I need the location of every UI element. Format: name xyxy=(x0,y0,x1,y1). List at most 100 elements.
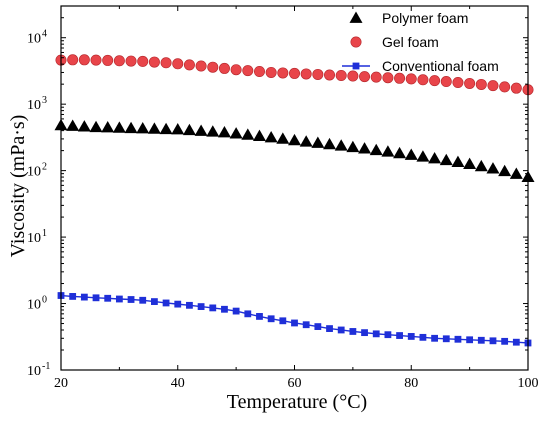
data-point xyxy=(394,72,406,84)
data-point xyxy=(510,82,522,94)
data-point xyxy=(382,72,394,84)
data-point xyxy=(440,76,452,88)
data-point xyxy=(466,336,474,344)
data-point xyxy=(361,329,368,337)
data-point xyxy=(359,71,371,83)
data-point xyxy=(104,294,112,302)
legend-marker xyxy=(350,36,362,48)
data-point xyxy=(404,148,418,160)
data-point xyxy=(381,145,395,157)
data-point xyxy=(288,133,301,146)
y-tick-exponent: 0 xyxy=(42,295,47,306)
series-0 xyxy=(54,118,535,182)
data-point xyxy=(346,140,360,153)
data-point xyxy=(112,121,126,133)
data-point xyxy=(489,337,497,345)
data-point xyxy=(265,66,277,78)
data-point xyxy=(113,55,125,67)
data-point xyxy=(475,78,487,90)
data-point xyxy=(300,68,312,80)
data-point xyxy=(66,119,80,131)
data-point xyxy=(209,304,217,312)
data-point xyxy=(241,128,255,140)
data-point xyxy=(127,296,135,303)
data-point xyxy=(186,301,193,309)
data-point xyxy=(311,136,325,148)
data-point xyxy=(197,303,205,310)
x-axis-title: Temperature (°C) xyxy=(227,391,367,413)
x-tick-label: 100 xyxy=(518,376,539,391)
data-point xyxy=(171,123,185,135)
data-point xyxy=(454,335,462,343)
series-1 xyxy=(55,54,534,96)
legend-label: Polymer foam xyxy=(382,10,468,26)
data-point xyxy=(80,293,88,301)
data-point xyxy=(244,310,252,318)
data-point xyxy=(486,162,500,174)
data-point xyxy=(69,293,77,300)
data-point xyxy=(302,321,310,329)
data-point xyxy=(217,125,231,138)
data-point xyxy=(115,295,123,303)
data-point xyxy=(323,137,337,150)
data-point xyxy=(277,67,289,79)
data-point xyxy=(312,68,324,80)
data-point xyxy=(370,71,382,83)
data-point xyxy=(501,337,509,345)
data-point xyxy=(419,333,427,341)
x-tick-label: 40 xyxy=(171,376,185,391)
data-point xyxy=(242,65,254,77)
data-point xyxy=(326,325,333,332)
data-point xyxy=(92,294,100,302)
legend-marker xyxy=(352,62,360,70)
data-point xyxy=(207,61,219,73)
data-point xyxy=(276,132,290,144)
data-point xyxy=(139,296,147,304)
data-point xyxy=(477,336,485,344)
data-point xyxy=(77,120,91,132)
y-tick-exponent: 1 xyxy=(42,228,47,239)
legend-item: Polymer foam xyxy=(349,10,468,26)
data-point xyxy=(148,56,160,68)
data-point xyxy=(125,55,137,67)
legend-label: Conventional foam xyxy=(382,58,499,74)
y-tick-exponent: -1 xyxy=(42,361,50,372)
data-point xyxy=(498,164,512,177)
data-point xyxy=(509,167,523,179)
data-point xyxy=(124,121,138,134)
data-point xyxy=(324,69,336,81)
data-point xyxy=(218,62,230,74)
data-point xyxy=(160,57,172,69)
legend-marker xyxy=(349,11,363,23)
data-point xyxy=(102,54,114,66)
data-point xyxy=(396,332,403,339)
data-point xyxy=(512,338,520,346)
data-point xyxy=(428,152,442,164)
y-tick-exponent: 3 xyxy=(42,95,47,106)
data-point xyxy=(230,64,242,76)
data-point xyxy=(151,298,158,305)
y-tick-label: 10 xyxy=(27,32,41,47)
y-tick-label: 10 xyxy=(27,298,41,313)
data-point xyxy=(252,129,266,142)
data-point xyxy=(299,135,313,147)
data-point xyxy=(162,299,170,307)
data-point xyxy=(451,155,465,168)
data-point xyxy=(206,125,220,137)
data-point xyxy=(147,122,161,134)
data-point xyxy=(195,60,207,72)
data-point xyxy=(335,69,347,81)
data-point xyxy=(429,75,441,87)
data-point xyxy=(349,328,357,335)
data-point xyxy=(78,54,90,66)
data-point xyxy=(347,70,359,82)
y-tick-label: 10 xyxy=(27,364,41,379)
y-tick-label: 10 xyxy=(27,98,41,113)
x-tick-label: 80 xyxy=(404,376,418,391)
y-axis-title: Viscosity (mPa·s) xyxy=(7,115,29,258)
data-point xyxy=(442,335,450,343)
data-point xyxy=(264,131,278,143)
data-point xyxy=(90,54,102,66)
legend: Polymer foam Gel foam Conventional foam xyxy=(342,10,499,74)
